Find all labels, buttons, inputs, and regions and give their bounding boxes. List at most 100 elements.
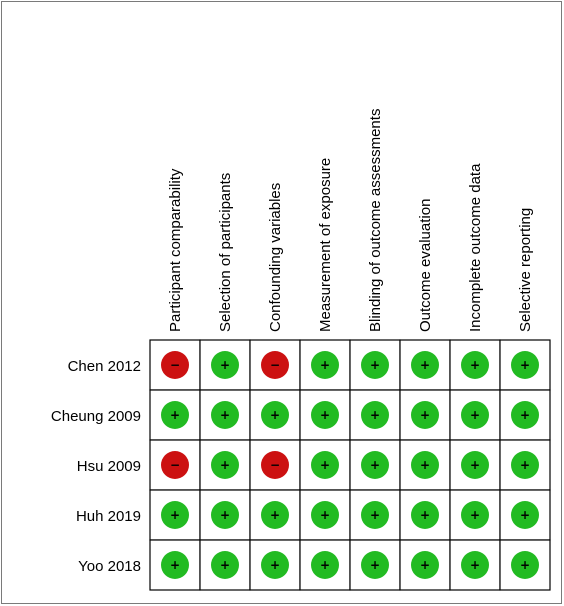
cell-cheung-2009-measurement-of-exposure: +	[299, 389, 351, 441]
cell-yoo-2018-incomplete-outcome-data: +	[449, 539, 501, 591]
plus-icon: +	[320, 358, 330, 372]
study-label-hsu-2009: Hsu 2009	[77, 458, 141, 475]
plus-icon: +	[220, 508, 230, 522]
low-risk-dot	[161, 401, 189, 429]
cell-chen-2012-blinding-of-outcome-assessments: +	[349, 339, 401, 391]
low-risk-dot	[261, 501, 289, 529]
low-risk-dot	[411, 501, 439, 529]
low-risk-dot	[311, 501, 339, 529]
plus-icon: +	[470, 408, 480, 422]
cell-chen-2012-participant-comparability: −	[149, 339, 201, 391]
plus-icon: +	[370, 358, 380, 372]
low-risk-dot	[211, 551, 239, 579]
plus-icon: +	[370, 558, 380, 572]
plus-icon: +	[520, 408, 530, 422]
plus-icon: +	[520, 458, 530, 472]
cell-huh-2019-measurement-of-exposure: +	[299, 489, 351, 541]
plus-icon: +	[370, 458, 380, 472]
cell-hsu-2009-measurement-of-exposure: +	[299, 439, 351, 491]
cell-yoo-2018-measurement-of-exposure: +	[299, 539, 351, 591]
plus-icon: +	[420, 458, 430, 472]
minus-icon: −	[270, 358, 280, 372]
low-risk-dot	[511, 351, 539, 379]
plus-icon: +	[320, 458, 330, 472]
plus-icon: +	[220, 358, 230, 372]
cell-hsu-2009-selective-reporting: +	[499, 439, 551, 491]
plus-icon: +	[320, 408, 330, 422]
cell-yoo-2018-selection-of-participants: +	[199, 539, 251, 591]
low-risk-dot	[261, 401, 289, 429]
cell-cheung-2009-selective-reporting: +	[499, 389, 551, 441]
low-risk-dot	[161, 551, 189, 579]
cell-yoo-2018-selective-reporting: +	[499, 539, 551, 591]
low-risk-dot	[461, 501, 489, 529]
low-risk-dot	[161, 501, 189, 529]
cell-hsu-2009-outcome-evaluation: +	[399, 439, 451, 491]
plus-icon: +	[320, 558, 330, 572]
plus-icon: +	[220, 408, 230, 422]
plus-icon: +	[420, 408, 430, 422]
study-label-cheung-2009: Cheung 2009	[51, 408, 141, 425]
judgement-grid: − + − + + + + + + + + + + + + + − + − + + + + + + + + + + + + + + + + + + + + +	[149, 339, 551, 591]
cell-cheung-2009-blinding-of-outcome-assessments: +	[349, 389, 401, 441]
cell-huh-2019-outcome-evaluation: +	[399, 489, 451, 541]
study-labels: Chen 2012 Cheung 2009 Hsu 2009 Huh 2019 Yoo …	[51, 358, 141, 575]
plus-icon: +	[470, 558, 480, 572]
cell-cheung-2009-selection-of-participants: +	[199, 389, 251, 441]
low-risk-dot	[511, 401, 539, 429]
domain-header-selection-of-participants: Selection of participants	[217, 173, 234, 332]
plus-icon: +	[420, 508, 430, 522]
plus-icon: +	[370, 508, 380, 522]
plus-icon: +	[370, 408, 380, 422]
cell-cheung-2009-outcome-evaluation: +	[399, 389, 451, 441]
cell-cheung-2009-participant-comparability: +	[149, 389, 201, 441]
low-risk-dot	[361, 351, 389, 379]
plus-icon: +	[270, 408, 280, 422]
low-risk-dot	[511, 451, 539, 479]
high-risk-dot	[161, 351, 189, 379]
plus-icon: +	[170, 558, 180, 572]
minus-icon: −	[170, 358, 180, 372]
plus-icon: +	[470, 508, 480, 522]
domain-header-outcome-evaluation: Outcome evaluation	[417, 199, 434, 332]
low-risk-dot	[411, 451, 439, 479]
low-risk-dot	[211, 501, 239, 529]
plus-icon: +	[220, 458, 230, 472]
cell-huh-2019-selection-of-participants: +	[199, 489, 251, 541]
cell-huh-2019-blinding-of-outcome-assessments: +	[349, 489, 401, 541]
plus-icon: +	[470, 358, 480, 372]
domain-header-selective-reporting: Selective reporting	[517, 208, 534, 332]
low-risk-dot	[511, 551, 539, 579]
cell-cheung-2009-incomplete-outcome-data: +	[449, 389, 501, 441]
cell-huh-2019-participant-comparability: +	[149, 489, 201, 541]
cell-yoo-2018-blinding-of-outcome-assessments: +	[349, 539, 401, 591]
low-risk-dot	[461, 551, 489, 579]
cell-hsu-2009-blinding-of-outcome-assessments: +	[349, 439, 401, 491]
study-label-chen-2012: Chen 2012	[68, 358, 141, 375]
low-risk-dot	[311, 451, 339, 479]
low-risk-dot	[411, 401, 439, 429]
domain-header-incomplete-outcome-data: Incomplete outcome data	[467, 163, 484, 332]
cell-yoo-2018-participant-comparability: +	[149, 539, 201, 591]
study-label-huh-2019: Huh 2019	[76, 508, 141, 525]
minus-icon: −	[170, 458, 180, 472]
plus-icon: +	[470, 458, 480, 472]
low-risk-dot	[361, 451, 389, 479]
plus-icon: +	[320, 508, 330, 522]
high-risk-dot	[261, 351, 289, 379]
domain-header-participant-comparability: Participant comparability	[167, 168, 184, 332]
cell-chen-2012-selective-reporting: +	[499, 339, 551, 391]
low-risk-dot	[411, 551, 439, 579]
cell-chen-2012-incomplete-outcome-data: +	[449, 339, 501, 391]
minus-icon: −	[270, 458, 280, 472]
low-risk-dot	[461, 401, 489, 429]
plus-icon: +	[520, 358, 530, 372]
domain-header-measurement-of-exposure: Measurement of exposure	[317, 158, 334, 332]
cell-hsu-2009-incomplete-outcome-data: +	[449, 439, 501, 491]
cell-chen-2012-measurement-of-exposure: +	[299, 339, 351, 391]
cell-hsu-2009-selection-of-participants: +	[199, 439, 251, 491]
plus-icon: +	[170, 508, 180, 522]
cell-chen-2012-confounding-variables: −	[249, 339, 301, 391]
cell-huh-2019-incomplete-outcome-data: +	[449, 489, 501, 541]
